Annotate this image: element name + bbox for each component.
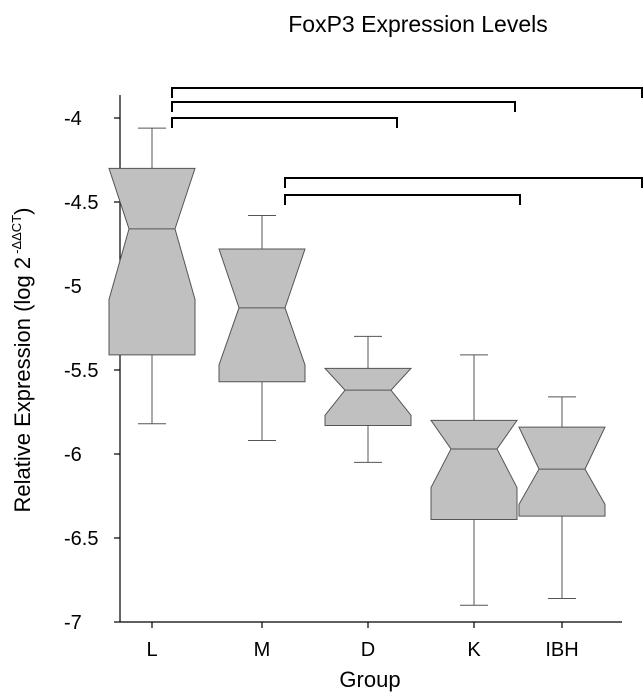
y-axis-title-close: ) — [10, 208, 35, 215]
box-d — [323, 335, 413, 463]
bracket-l-ibh — [171, 87, 643, 98]
y-axis: -4 -4.5 -5 -5.5 -6 -6.5 -7 — [64, 95, 121, 634]
x-tick-label: M — [254, 639, 271, 661]
y-axis-title-superscript: -ΔΔCT — [9, 215, 24, 254]
x-tick-label: L — [146, 639, 157, 661]
y-tick-label: -5 — [64, 276, 82, 298]
box-l — [108, 127, 196, 425]
x-tick-label: D — [361, 639, 375, 661]
notched-box — [518, 426, 606, 517]
y-tick-label: -7 — [64, 612, 82, 634]
boxes — [108, 127, 606, 606]
box-ibh — [518, 396, 606, 599]
notched-box — [430, 419, 518, 521]
y-tick-label: -4 — [64, 108, 82, 130]
notched-box — [323, 367, 413, 426]
box-k — [430, 354, 518, 606]
bracket-l-k — [171, 101, 516, 112]
bracket-m-ibh — [284, 177, 643, 188]
x-tick-label: K — [467, 639, 481, 661]
bracket-l-d — [171, 117, 398, 128]
notched-box — [218, 248, 306, 383]
y-tick-label: -5.5 — [64, 360, 98, 382]
box-m — [218, 214, 306, 442]
y-tick-label: -6.5 — [64, 528, 98, 550]
y-axis-title: Relative Expression (log 2 -ΔΔCT) — [9, 208, 35, 513]
x-tick-label: IBH — [545, 639, 578, 661]
x-axis-title: Group — [339, 667, 400, 692]
chart-title: FoxP3 Expression Levels — [288, 11, 548, 37]
y-tick-label: -6 — [64, 444, 82, 466]
bracket-m-k — [284, 194, 521, 205]
y-tick-label: -4.5 — [64, 192, 98, 214]
x-axis: L M D K IBH — [120, 621, 622, 661]
y-axis-title-main: Relative Expression (log 2 — [10, 257, 35, 513]
comparison-brackets — [171, 87, 643, 205]
notched-box — [108, 167, 196, 356]
